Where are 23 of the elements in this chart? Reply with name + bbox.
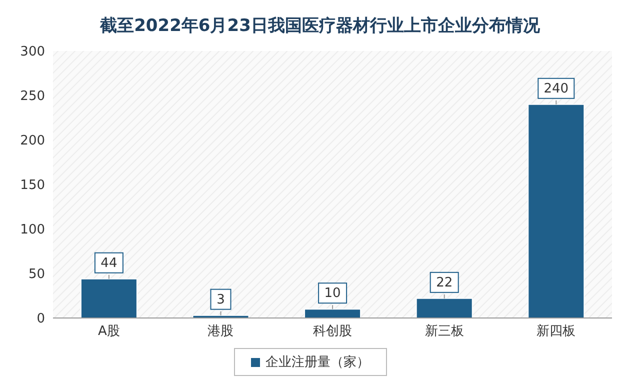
bar [304, 308, 362, 318]
x-tick-label: 科创股 [313, 324, 352, 340]
bar [80, 278, 138, 318]
y-tick-label: 200 [20, 134, 45, 149]
y-tick-label: 0 [36, 312, 45, 327]
x-tick-label: 港股 [208, 324, 234, 340]
data-label: 22 [436, 275, 453, 290]
y-tick-label: 50 [28, 267, 45, 282]
data-label: 240 [544, 81, 569, 96]
y-tick-label: 150 [20, 178, 45, 194]
x-tick-label: 新四板 [536, 324, 576, 340]
chart-title: 截至2022年6月23日我国医疗器材行业上市企业分布情况 [98, 15, 541, 38]
x-tick-label: 新三板 [424, 324, 464, 340]
y-tick-label: 300 [20, 44, 45, 60]
data-label: 3 [216, 292, 225, 308]
bar [416, 298, 473, 318]
x-tick-label: A股 [98, 324, 120, 340]
data-label: 10 [324, 286, 341, 302]
bar [528, 104, 585, 318]
data-label: 44 [100, 256, 118, 271]
legend-label: 企业注册量（家） [264, 354, 370, 371]
y-tick-label: 250 [20, 89, 45, 104]
y-tick-label: 100 [20, 222, 45, 238]
